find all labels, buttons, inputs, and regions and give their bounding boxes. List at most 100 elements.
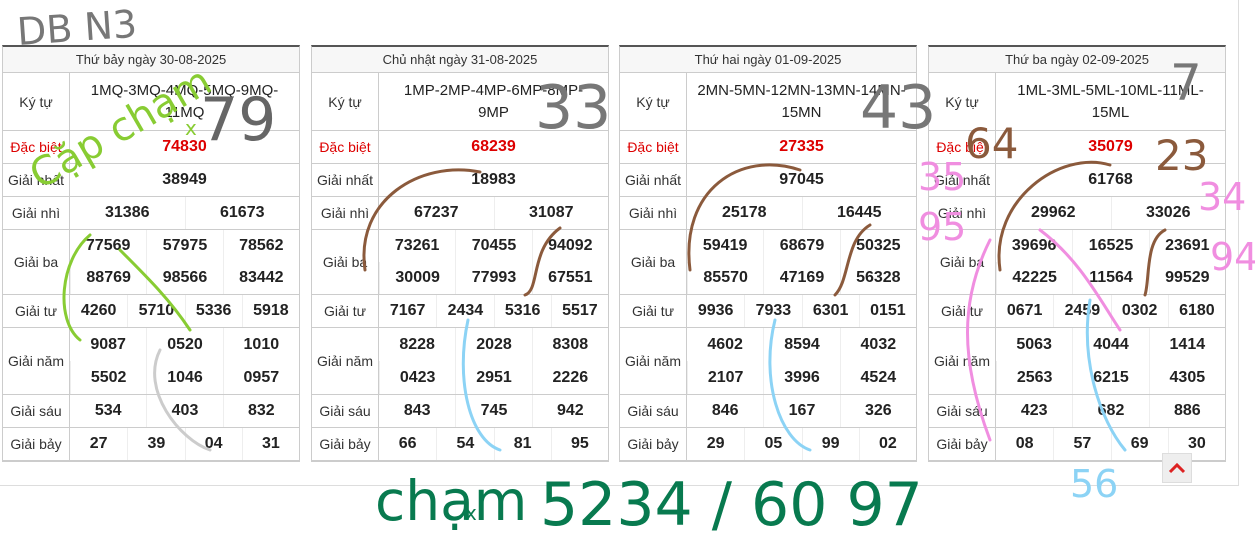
divider	[1238, 0, 1239, 485]
prize-number: 78562	[222, 230, 299, 262]
prize-values: 68239	[379, 131, 608, 163]
prize-number: 57975	[146, 230, 222, 262]
prize-number: 47169	[763, 262, 839, 294]
prize-values: 9936 7933 6301 0151	[687, 295, 916, 327]
prize-number: 846	[711, 402, 739, 419]
divider	[0, 485, 1239, 486]
prize-row: Đặc biệt 68239	[312, 131, 608, 164]
prize-row: Giải nhất 18983	[312, 164, 608, 197]
prize-values: 4260 5710 5336 5918	[70, 295, 299, 327]
prize-values: 1MP-2MP-4MP-6MP-8MP-9MP	[379, 73, 608, 130]
prize-number: 2563	[996, 361, 1072, 394]
prize-row: Giải sáu 534 403 832	[3, 395, 299, 428]
prize-number: 5502	[70, 361, 146, 394]
prize-number: 83442	[222, 262, 299, 294]
prize-label: Giải nhất	[929, 164, 996, 196]
prize-row: Giải tư 0671 2459 0302 6180	[929, 295, 1225, 328]
prize-number: 99	[801, 428, 859, 460]
prize-row: Đặc biệt 35079	[929, 131, 1225, 164]
ky-tu: 2MN-5MN-12MN-13MN-14MN-15MN	[697, 81, 906, 121]
prize-row: Giải sáu 846 167 326	[620, 395, 916, 428]
prize-label: Đặc biệt	[620, 131, 687, 163]
prize-label: Đặc biệt	[312, 131, 379, 163]
prize-number: 70455	[455, 230, 531, 262]
prize-number: 2028	[455, 328, 531, 361]
result-table: Thứ bảy ngày 30-08-2025 Ký tự 1MQ-3MQ-4MQ-…	[2, 45, 300, 462]
prize-values: 29 05 99 02	[687, 428, 916, 460]
prize-number: 31	[241, 428, 299, 460]
prize-values: 25178 16445	[687, 197, 916, 229]
prize-label: Giải ba	[620, 230, 687, 294]
prize-values: 843 745 942	[379, 395, 608, 427]
prize-number: 50325	[839, 230, 916, 262]
prize-label: Giải tư	[312, 295, 379, 327]
prize-number: 33026	[1110, 197, 1226, 229]
prize-number: 95	[550, 428, 608, 460]
prize-row: Giải nhất 38949	[3, 164, 299, 197]
scroll-top[interactable]	[1162, 453, 1192, 483]
prize-number: 39696	[1011, 237, 1057, 254]
prize-number: 18983	[471, 171, 516, 188]
prize-number: 30009	[379, 262, 455, 294]
prize-label: Giải tư	[620, 295, 687, 327]
prize-label: Giải nhất	[620, 164, 687, 196]
prize-values: 8228 2028 8308 0423 2951 2226	[379, 328, 608, 394]
handwritten-note: x	[465, 501, 477, 525]
prize-label: Giải sáu	[620, 395, 687, 427]
prize-number: 8308	[531, 328, 608, 361]
prize-number: 16445	[801, 197, 917, 229]
prize-number: 4044	[1072, 328, 1148, 361]
prize-label: Giải năm	[620, 328, 687, 394]
prize-row: Giải tư 4260 5710 5336 5918	[3, 295, 299, 328]
prize-number: 54	[436, 428, 493, 460]
prize-row: Đặc biệt 27335	[620, 131, 916, 164]
prize-number: 9087	[90, 335, 126, 353]
prize-label: Ký tự	[620, 73, 687, 130]
prize-values: 27 39 04 31	[70, 428, 299, 460]
prize-row: Giải ba 77569 57975 78562 88769 98566 83442	[3, 230, 299, 295]
prize-number: 27	[89, 435, 108, 452]
ky-tu: 1ML-3ML-5ML-10ML-11ML-15ML	[1017, 81, 1204, 121]
prize-label: Giải bảy	[620, 428, 687, 460]
prize-values: 7167 2434 5316 5517	[379, 295, 608, 327]
prize-number: 1414	[1148, 328, 1225, 361]
prize-number: 843	[403, 402, 431, 419]
prize-number: 5336	[184, 295, 242, 327]
prize-number: 61768	[1088, 171, 1133, 188]
prize-number: 682	[1072, 395, 1148, 427]
prize-number: 88769	[70, 262, 146, 294]
prize-values: 0671 2459 0302 6180	[996, 295, 1225, 327]
prize-row: Giải sáu 843 745 942	[312, 395, 608, 428]
prize-label: Giải bảy	[312, 428, 379, 460]
prize-row: Giải bảy 66 54 81 95	[312, 428, 608, 461]
prize-values: 38949	[70, 164, 299, 196]
prize-number: 77569	[85, 237, 131, 254]
prize-number: 403	[146, 395, 222, 427]
prize-number: 59419	[702, 237, 748, 254]
prize-values: 18983	[379, 164, 608, 196]
prize-number: 85570	[687, 262, 763, 294]
prize-number: 886	[1148, 395, 1225, 427]
prize-row: Giải nhì 25178 16445	[620, 197, 916, 230]
prize-values: 67237 31087	[379, 197, 608, 229]
prize-label: Giải ba	[312, 230, 379, 294]
prize-label: Giải ba	[3, 230, 70, 294]
prize-values: 31386 61673	[70, 197, 299, 229]
prize-values: 35079	[996, 131, 1225, 163]
prize-number: 2459	[1053, 295, 1110, 327]
prize-number: 35079	[1088, 138, 1133, 155]
prize-number: 23691	[1148, 230, 1225, 262]
prize-number: 5316	[493, 295, 551, 327]
prize-number: 68239	[471, 138, 516, 155]
prize-number: 30	[1167, 428, 1225, 460]
prize-label: Giải năm	[929, 328, 996, 394]
prize-values: 73261 70455 94092 30009 77993 67551	[379, 230, 608, 294]
prize-number: 7167	[389, 302, 426, 319]
prize-number: 5063	[1016, 335, 1052, 353]
prize-number: 1010	[222, 328, 299, 361]
prize-label: Giải bảy	[929, 428, 996, 460]
prize-number: 7933	[744, 295, 801, 327]
prize-values: 9087 0520 1010 5502 1046 0957	[70, 328, 299, 394]
prize-label: Giải tư	[929, 295, 996, 327]
